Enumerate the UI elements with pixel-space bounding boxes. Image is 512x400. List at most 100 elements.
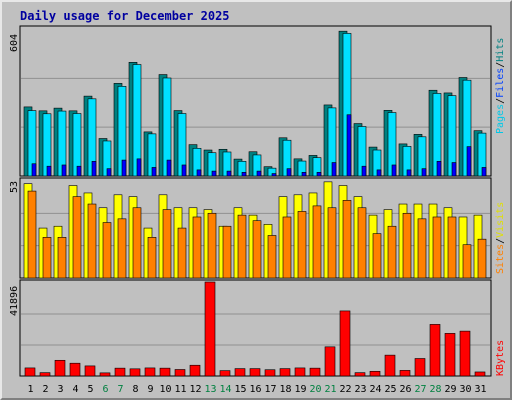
bar-pages-day-17 bbox=[271, 173, 277, 177]
bar-sites-day-11 bbox=[177, 227, 187, 279]
bar-kbytes-day-21 bbox=[324, 346, 336, 377]
day-tick-label: 2 bbox=[42, 384, 48, 395]
bar-pages-day-31 bbox=[481, 167, 487, 177]
day-tick-label: 29 bbox=[444, 384, 456, 395]
day-tick-label: 15 bbox=[234, 384, 246, 395]
bar-pages-day-20 bbox=[316, 172, 322, 177]
bar-kbytes-day-29 bbox=[444, 333, 456, 377]
bar-kbytes-day-1 bbox=[24, 367, 36, 377]
bar-pages-day-3 bbox=[61, 164, 67, 177]
legend-files: Files bbox=[495, 68, 506, 98]
bar-kbytes-day-23 bbox=[354, 372, 366, 377]
bar-sites-day-19 bbox=[297, 211, 307, 279]
bar-sites-day-7 bbox=[117, 218, 127, 279]
legend-sep-2: / bbox=[495, 62, 506, 68]
day-tick-label: 5 bbox=[87, 384, 93, 395]
bar-pages-day-30 bbox=[466, 146, 472, 177]
legend-sep-1: / bbox=[495, 98, 506, 104]
bar-sites-day-21 bbox=[327, 207, 337, 279]
bar-pages-day-10 bbox=[166, 159, 172, 177]
bar-pages-day-12 bbox=[196, 169, 202, 177]
bar-kbytes-day-9 bbox=[144, 367, 156, 377]
bar-kbytes-day-24 bbox=[369, 370, 381, 377]
bar-sites-day-10 bbox=[162, 209, 172, 279]
bar-kbytes-day-16 bbox=[249, 368, 261, 377]
bar-pages-day-2 bbox=[46, 165, 52, 177]
bar-sites-day-23 bbox=[357, 207, 367, 279]
bar-sites-day-15 bbox=[237, 214, 247, 279]
bar-pages-day-22 bbox=[346, 114, 352, 177]
hits-panel bbox=[19, 25, 492, 177]
bar-sites-day-14 bbox=[222, 225, 232, 279]
bar-kbytes-day-5 bbox=[84, 365, 96, 377]
bar-kbytes-day-26 bbox=[399, 370, 411, 377]
bar-kbytes-day-12 bbox=[189, 364, 201, 377]
bar-pages-day-16 bbox=[256, 170, 262, 177]
bar-pages-day-19 bbox=[301, 172, 307, 177]
bar-pages-day-8 bbox=[136, 158, 142, 177]
bar-pages-day-1 bbox=[31, 163, 37, 177]
bar-pages-day-7 bbox=[121, 159, 127, 177]
bar-sites-day-25 bbox=[387, 225, 397, 279]
bar-kbytes-day-7 bbox=[114, 367, 126, 377]
legend-kbytes: KBytes bbox=[495, 340, 506, 376]
day-tick-label: 22 bbox=[339, 384, 351, 395]
bar-kbytes-day-31 bbox=[474, 371, 486, 377]
bar-sites-day-24 bbox=[372, 233, 382, 279]
day-tick-label: 17 bbox=[264, 384, 276, 395]
day-tick-label: 16 bbox=[249, 384, 261, 395]
bar-pages-day-24 bbox=[376, 169, 382, 177]
bar-pages-day-21 bbox=[331, 162, 337, 177]
bar-kbytes-day-8 bbox=[129, 368, 141, 377]
day-tick-label: 26 bbox=[399, 384, 411, 395]
bar-sites-day-20 bbox=[312, 205, 322, 279]
bar-sites-day-6 bbox=[102, 222, 112, 279]
bar-pages-day-26 bbox=[406, 169, 412, 177]
legend-hits: Hits bbox=[495, 38, 506, 62]
day-tick-label: 18 bbox=[279, 384, 291, 395]
day-tick-label: 23 bbox=[354, 384, 366, 395]
bar-kbytes-day-27 bbox=[414, 358, 426, 377]
bar-sites-day-29 bbox=[447, 216, 457, 279]
bar-sites-day-3 bbox=[57, 237, 67, 279]
bar-kbytes-day-11 bbox=[174, 369, 186, 377]
day-tick-label: 28 bbox=[429, 384, 441, 395]
bar-pages-day-23 bbox=[361, 165, 367, 177]
bar-sites-day-27 bbox=[417, 218, 427, 279]
bar-sites-day-9 bbox=[147, 237, 157, 279]
chart-title: Daily usage for December 2025 bbox=[20, 9, 230, 23]
day-tick-label: 25 bbox=[384, 384, 396, 395]
bar-kbytes-day-14 bbox=[219, 370, 231, 377]
bar-sites-day-8 bbox=[132, 207, 142, 279]
bar-sites-day-4 bbox=[72, 196, 82, 279]
bar-kbytes-day-13 bbox=[204, 281, 216, 377]
day-tick-label: 12 bbox=[189, 384, 201, 395]
day-tick-label: 1 bbox=[27, 384, 33, 395]
bar-pages-day-25 bbox=[391, 164, 397, 177]
bar-pages-day-5 bbox=[91, 160, 97, 177]
bar-sites-day-31 bbox=[477, 238, 487, 279]
day-tick-label: 9 bbox=[147, 384, 153, 395]
legend-visits: Visits bbox=[495, 202, 506, 238]
bar-pages-day-29 bbox=[451, 162, 457, 177]
visits-max-label: 53 bbox=[9, 181, 20, 193]
day-tick-label: 31 bbox=[474, 384, 486, 395]
bar-kbytes-day-22 bbox=[339, 310, 351, 377]
day-tick-label: 20 bbox=[309, 384, 321, 395]
legend-top: Pages/Files/Hits bbox=[495, 38, 506, 134]
bar-pages-day-6 bbox=[106, 168, 112, 177]
bar-pages-day-15 bbox=[241, 172, 247, 177]
day-tick-label: 4 bbox=[72, 384, 78, 395]
bar-kbytes-day-3 bbox=[54, 359, 66, 377]
bar-sites-day-5 bbox=[87, 203, 97, 279]
bar-kbytes-day-19 bbox=[294, 367, 306, 377]
hits-bars bbox=[23, 30, 487, 177]
day-tick-label: 6 bbox=[102, 384, 108, 395]
bar-sites-day-13 bbox=[207, 212, 217, 279]
bar-kbytes-day-2 bbox=[39, 372, 51, 377]
bar-sites-day-22 bbox=[342, 200, 352, 279]
bar-kbytes-day-17 bbox=[264, 369, 276, 377]
kbytes-max-label: 41896 bbox=[9, 286, 20, 316]
bar-sites-day-30 bbox=[462, 244, 472, 279]
